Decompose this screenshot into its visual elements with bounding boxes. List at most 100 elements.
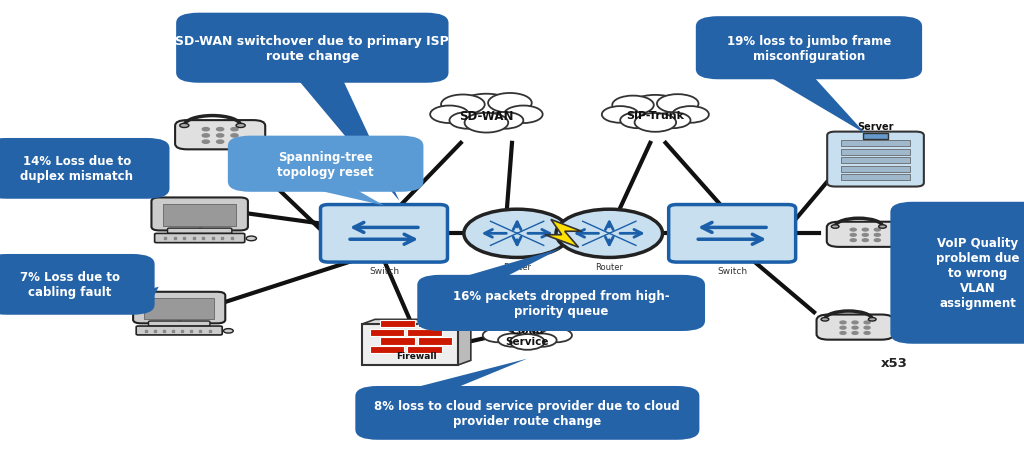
Circle shape (202, 134, 209, 138)
Text: SIP-Trunk: SIP-Trunk (627, 111, 684, 121)
Polygon shape (162, 165, 164, 192)
Text: 7% Loss due to
cabling fault: 7% Loss due to cabling fault (19, 271, 120, 299)
Circle shape (492, 320, 526, 336)
Text: x52: x52 (891, 264, 918, 277)
FancyBboxPatch shape (152, 198, 248, 231)
FancyBboxPatch shape (155, 234, 245, 243)
Circle shape (852, 326, 858, 329)
FancyBboxPatch shape (380, 338, 415, 345)
FancyBboxPatch shape (168, 229, 231, 234)
Circle shape (862, 229, 868, 232)
Circle shape (831, 225, 839, 229)
Circle shape (879, 225, 887, 229)
Text: 8% loss to cloud service provider due to cloud
provider route change: 8% loss to cloud service provider due to… (375, 399, 680, 427)
Text: SD-WAN switchover due to primary ISP
route change: SD-WAN switchover due to primary ISP rou… (175, 35, 450, 63)
Circle shape (504, 106, 543, 124)
FancyBboxPatch shape (841, 149, 910, 156)
FancyBboxPatch shape (841, 175, 910, 181)
Text: Router: Router (503, 263, 531, 271)
Circle shape (864, 332, 870, 335)
Circle shape (821, 318, 828, 321)
FancyBboxPatch shape (841, 141, 910, 147)
Text: x53: x53 (881, 357, 907, 369)
Circle shape (510, 334, 545, 350)
FancyBboxPatch shape (826, 222, 904, 247)
Circle shape (556, 210, 663, 258)
Circle shape (850, 234, 856, 237)
Circle shape (217, 134, 223, 138)
Circle shape (488, 94, 531, 113)
Circle shape (864, 326, 870, 329)
Circle shape (450, 113, 486, 130)
Circle shape (874, 234, 881, 237)
FancyBboxPatch shape (816, 315, 894, 340)
Circle shape (655, 113, 690, 129)
Circle shape (850, 229, 856, 232)
Circle shape (602, 107, 639, 124)
FancyBboxPatch shape (418, 275, 706, 332)
Circle shape (528, 319, 563, 334)
Circle shape (217, 128, 223, 131)
Circle shape (230, 128, 238, 131)
FancyBboxPatch shape (176, 13, 449, 83)
FancyBboxPatch shape (148, 321, 210, 326)
Text: Firewall: Firewall (395, 351, 436, 361)
FancyBboxPatch shape (841, 158, 910, 164)
Circle shape (441, 95, 484, 115)
FancyBboxPatch shape (163, 204, 237, 227)
Text: VoIP Quality
problem due
to wrong
VLAN
assignment: VoIP Quality problem due to wrong VLAN a… (936, 237, 1020, 310)
Text: SD-WAN: SD-WAN (459, 109, 514, 122)
Circle shape (498, 334, 527, 347)
FancyBboxPatch shape (407, 329, 441, 336)
FancyBboxPatch shape (418, 338, 453, 345)
Text: Switch: Switch (717, 266, 748, 275)
Polygon shape (457, 249, 561, 279)
Circle shape (458, 94, 515, 120)
Circle shape (621, 113, 655, 129)
Circle shape (852, 321, 858, 324)
Circle shape (217, 141, 223, 144)
Circle shape (852, 332, 858, 335)
FancyBboxPatch shape (144, 298, 214, 319)
FancyBboxPatch shape (361, 325, 458, 365)
FancyBboxPatch shape (890, 202, 1024, 344)
Circle shape (430, 106, 469, 124)
FancyBboxPatch shape (863, 133, 888, 140)
FancyBboxPatch shape (418, 320, 453, 328)
FancyBboxPatch shape (227, 136, 424, 193)
Text: 16% packets dropped from high-
priority queue: 16% packets dropped from high- priority … (453, 289, 670, 317)
Circle shape (672, 107, 709, 124)
Circle shape (486, 113, 523, 130)
Polygon shape (768, 76, 865, 134)
Circle shape (202, 128, 209, 131)
Text: x41: x41 (261, 164, 288, 177)
Text: Spanning-tree
topology reset: Spanning-tree topology reset (278, 150, 374, 178)
Circle shape (840, 326, 846, 329)
Polygon shape (297, 80, 399, 201)
FancyBboxPatch shape (0, 138, 169, 199)
Text: Cloud
Service: Cloud Service (506, 325, 549, 346)
FancyBboxPatch shape (380, 320, 415, 328)
Text: 14% Loss due to
duplex mismatch: 14% Loss due to duplex mismatch (20, 155, 133, 183)
FancyBboxPatch shape (321, 205, 447, 263)
Circle shape (223, 329, 233, 333)
Polygon shape (899, 269, 903, 312)
Circle shape (657, 95, 698, 114)
Circle shape (230, 134, 238, 138)
Circle shape (180, 124, 188, 128)
Polygon shape (545, 220, 582, 248)
Text: Router: Router (595, 263, 624, 271)
Polygon shape (146, 287, 159, 311)
Circle shape (850, 239, 856, 242)
Circle shape (635, 114, 676, 132)
FancyBboxPatch shape (827, 132, 924, 187)
Text: 19% loss to jumbo frame
misconfiguration: 19% loss to jumbo frame misconfiguration (727, 35, 891, 63)
FancyBboxPatch shape (136, 326, 222, 335)
Circle shape (862, 239, 868, 242)
Circle shape (527, 334, 557, 347)
Polygon shape (407, 359, 527, 390)
Polygon shape (458, 319, 471, 365)
Circle shape (482, 329, 513, 343)
FancyBboxPatch shape (841, 166, 910, 172)
Circle shape (465, 113, 508, 133)
